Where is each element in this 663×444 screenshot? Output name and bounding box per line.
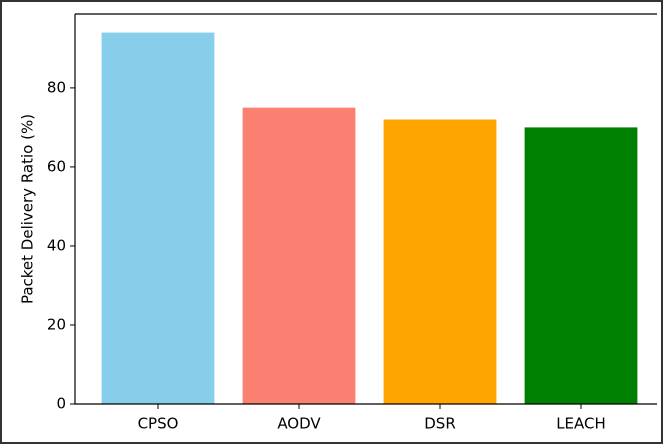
y-tick-label: 80: [47, 78, 66, 96]
y-tick-label: 20: [47, 315, 66, 333]
bar: [242, 107, 356, 405]
x-tick-label: AODV: [277, 415, 321, 433]
y-axis-label: Packet Delivery Ratio (%): [19, 114, 37, 304]
x-tick-label: DSR: [424, 415, 456, 433]
y-tick-label: 40: [47, 236, 66, 254]
bar: [524, 127, 638, 404]
x-tick-label: LEACH: [556, 415, 606, 433]
y-tick-label: 60: [47, 157, 66, 175]
bar: [383, 119, 497, 404]
y-tick-label: 0: [56, 395, 66, 413]
bar: [101, 32, 215, 404]
x-tick-label: CPSO: [138, 415, 179, 433]
axes-frame: [74, 13, 657, 405]
